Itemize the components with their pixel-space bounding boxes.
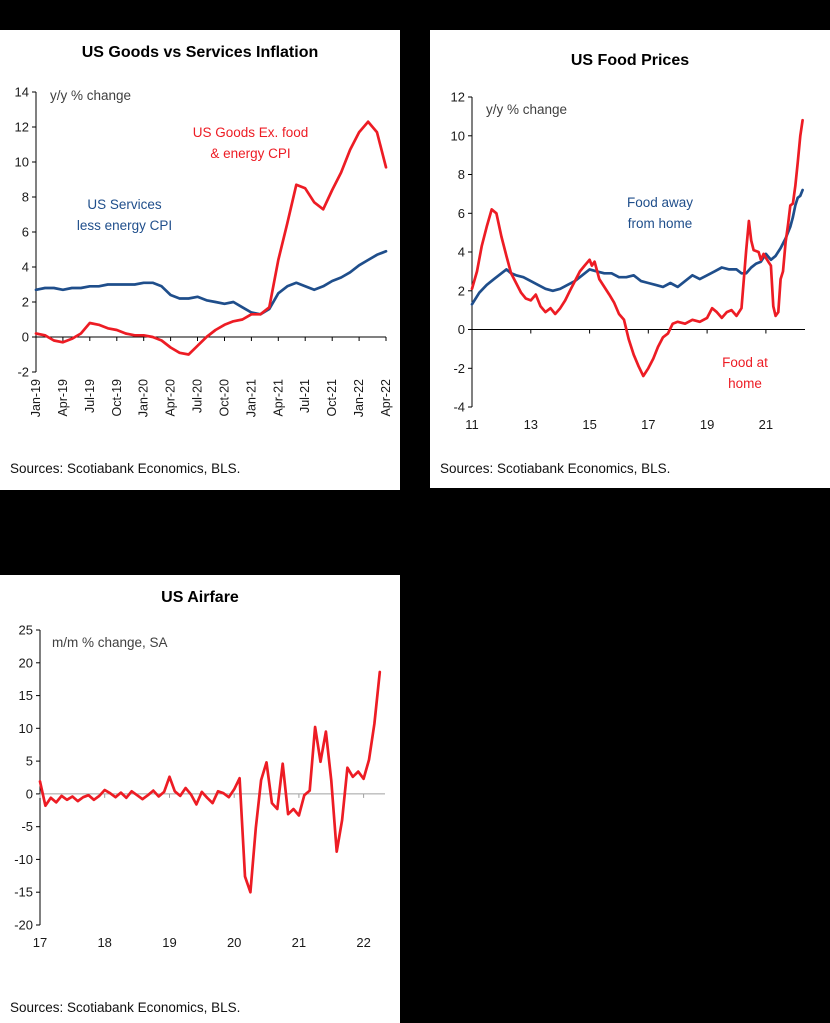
svg-text:19: 19: [700, 417, 714, 432]
chart-title: US Airfare: [161, 589, 239, 606]
series-label-line: US Services: [87, 197, 162, 212]
svg-text:12: 12: [451, 90, 465, 105]
svg-text:Jul-20: Jul-20: [191, 379, 205, 413]
svg-text:14: 14: [15, 85, 29, 100]
svg-text:15: 15: [582, 417, 596, 432]
svg-text:0: 0: [22, 330, 29, 345]
svg-text:8: 8: [458, 167, 465, 182]
svg-text:17: 17: [641, 417, 655, 432]
svg-text:Jan-19: Jan-19: [29, 379, 43, 417]
svg-text:0: 0: [26, 786, 33, 801]
source-note: Sources: Scotiabank Economics, BLS.: [10, 461, 241, 476]
svg-text:17: 17: [33, 935, 47, 950]
source-note: Sources: Scotiabank Economics, BLS.: [440, 461, 671, 476]
svg-text:2: 2: [22, 295, 29, 310]
series-label-line: from home: [627, 216, 693, 231]
svg-text:25: 25: [19, 623, 33, 638]
svg-text:10: 10: [15, 155, 29, 170]
svg-text:Jul-21: Jul-21: [298, 379, 312, 413]
svg-text:10: 10: [19, 721, 33, 736]
y-axis-unit-label: y/y % change: [486, 102, 568, 117]
svg-text:22: 22: [356, 935, 370, 950]
svg-text:12: 12: [15, 120, 29, 135]
svg-text:Apr-20: Apr-20: [164, 379, 178, 417]
svg-text:21: 21: [759, 417, 773, 432]
svg-text:-2: -2: [17, 365, 29, 380]
svg-text:Oct-20: Oct-20: [218, 379, 232, 417]
svg-text:8: 8: [22, 190, 29, 205]
y-axis-unit-label: m/m % change, SA: [52, 635, 168, 650]
svg-text:Oct-19: Oct-19: [110, 379, 124, 417]
svg-text:0: 0: [458, 322, 465, 337]
series-label-food-away: Food away from home: [600, 192, 720, 234]
series-label-line: & energy CPI: [210, 146, 291, 161]
series-label-line: less energy CPI: [76, 218, 173, 233]
series-label-line: home: [728, 376, 762, 391]
y-axis-unit-label: y/y % change: [50, 88, 132, 103]
series-label-goods: US Goods Ex. food & energy CPI: [158, 122, 343, 164]
svg-text:2: 2: [458, 283, 465, 298]
series-label-line: Food away: [626, 195, 694, 210]
svg-text:15: 15: [19, 688, 33, 703]
svg-text:13: 13: [524, 417, 538, 432]
svg-text:11: 11: [465, 417, 479, 432]
svg-text:Jul-19: Jul-19: [83, 379, 97, 413]
svg-text:20: 20: [227, 935, 241, 950]
svg-text:4: 4: [458, 245, 465, 260]
chart-title: US Goods vs Services Inflation: [81, 44, 319, 61]
svg-text:20: 20: [19, 655, 33, 670]
svg-text:10: 10: [451, 128, 465, 143]
svg-text:Jan-20: Jan-20: [137, 379, 151, 417]
series-label-services: US Services less energy CPI: [52, 194, 197, 236]
chart-plot-airfare: -20 -15 -10 -5 0 5 10 15 20 25 17 18 19 20 21 22: [14, 623, 385, 950]
source-note: Sources: Scotiabank Economics, BLS.: [10, 1000, 241, 1015]
svg-text:-5: -5: [21, 819, 33, 834]
chart-panel-goods-vs-services: -2 0 2 4 6 8 10 12 14 Jan-19 Apr-19 Jul-19 Oct-19 Jan…: [0, 30, 400, 490]
svg-text:-20: -20: [14, 918, 33, 933]
svg-text:Apr-22: Apr-22: [379, 379, 393, 417]
chart-title: US Food Prices: [570, 52, 690, 69]
series-label-line: Food at: [722, 355, 768, 370]
svg-text:Oct-21: Oct-21: [325, 379, 339, 417]
svg-text:-2: -2: [453, 361, 465, 376]
svg-text:-4: -4: [453, 400, 465, 415]
svg-text:21: 21: [292, 935, 306, 950]
chart-panel-food-prices: -4 -2 0 2 4 6 8 10 12 11 13 15 17 19 21 US Food Prices…: [430, 30, 830, 488]
svg-text:-15: -15: [14, 885, 33, 900]
chart-plot-food-prices: -4 -2 0 2 4 6 8 10 12 11 13 15 17 19 21: [451, 90, 805, 432]
svg-text:6: 6: [22, 225, 29, 240]
svg-text:Jan-21: Jan-21: [244, 379, 258, 417]
svg-text:5: 5: [26, 754, 33, 769]
series-label-line: US Goods Ex. food: [192, 125, 309, 140]
svg-text:Apr-19: Apr-19: [56, 379, 70, 417]
svg-text:4: 4: [22, 260, 29, 275]
svg-text:-10: -10: [14, 852, 33, 867]
svg-text:6: 6: [458, 206, 465, 221]
svg-text:Jan-22: Jan-22: [352, 379, 366, 417]
chart-plot-goods-vs-services: -2 0 2 4 6 8 10 12 14 Jan-19 Apr-19 Jul-19 Oct-19 Jan…: [15, 85, 393, 418]
svg-text:19: 19: [162, 935, 176, 950]
svg-text:Apr-21: Apr-21: [271, 379, 285, 417]
chart-panel-airfare: -20 -15 -10 -5 0 5 10 15 20 25 17 18 19 20 21 22 US Air…: [0, 575, 400, 1023]
series-label-food-at-home: Food at home: [695, 352, 795, 394]
svg-text:18: 18: [97, 935, 111, 950]
